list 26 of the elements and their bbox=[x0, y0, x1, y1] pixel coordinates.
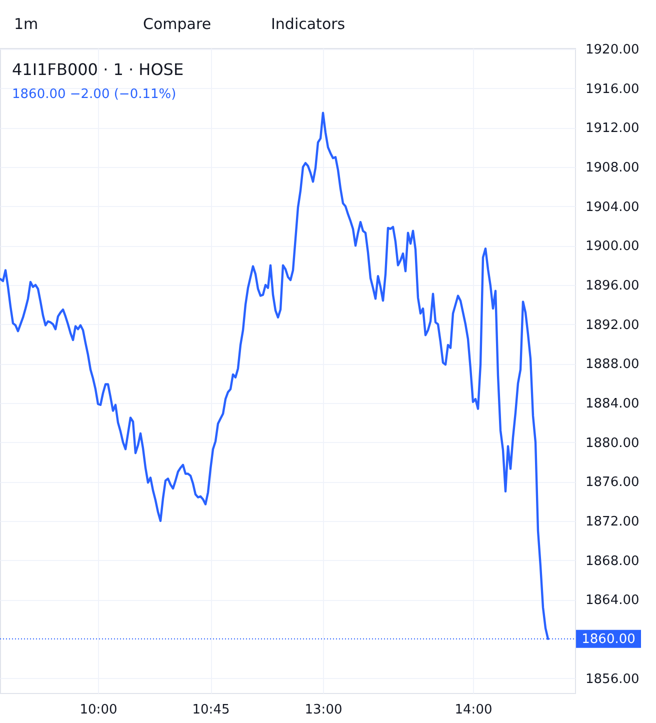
text: Compare bbox=[143, 15, 212, 33]
text: 1860.00 −2.00 (−0.11%) bbox=[12, 87, 176, 102]
y-tick-label: 1864.00 bbox=[586, 593, 640, 608]
y-tick-label: 1888.00 bbox=[586, 357, 640, 372]
y-tick-label: 1896.00 bbox=[586, 278, 640, 294]
x-tick-label: 14:00 bbox=[454, 702, 492, 718]
x-tick-label: 13:00 bbox=[304, 702, 342, 718]
x-tick-label: 10:00 bbox=[80, 702, 118, 718]
y-tick-label: 1880.00 bbox=[586, 436, 640, 451]
y-tick-label: 1920.00 bbox=[586, 42, 640, 58]
y-tick-label: 1912.00 bbox=[586, 121, 640, 136]
y-tick-label: 1892.00 bbox=[586, 318, 640, 333]
x-tick-label: 10:45 bbox=[192, 702, 230, 718]
y-tick-label: 1884.00 bbox=[586, 396, 640, 412]
y-tick-label: 1908.00 bbox=[586, 160, 640, 176]
y-tick-label: 1904.00 bbox=[586, 200, 640, 215]
text: Indicators bbox=[271, 15, 346, 33]
y-tick-label: 1856.00 bbox=[586, 672, 640, 687]
y-tick-label: 1916.00 bbox=[586, 82, 640, 97]
y-tick-label: 1876.00 bbox=[586, 475, 640, 490]
y-tick-label: 1872.00 bbox=[586, 514, 640, 530]
text: 41I1FB000 · 1 · HOSE bbox=[12, 60, 184, 79]
y-tick-label: 1868.00 bbox=[586, 554, 640, 569]
ref-line-label: 1860.00 bbox=[582, 632, 636, 647]
text: 1m bbox=[14, 15, 38, 33]
y-tick-label: 1900.00 bbox=[586, 239, 640, 254]
